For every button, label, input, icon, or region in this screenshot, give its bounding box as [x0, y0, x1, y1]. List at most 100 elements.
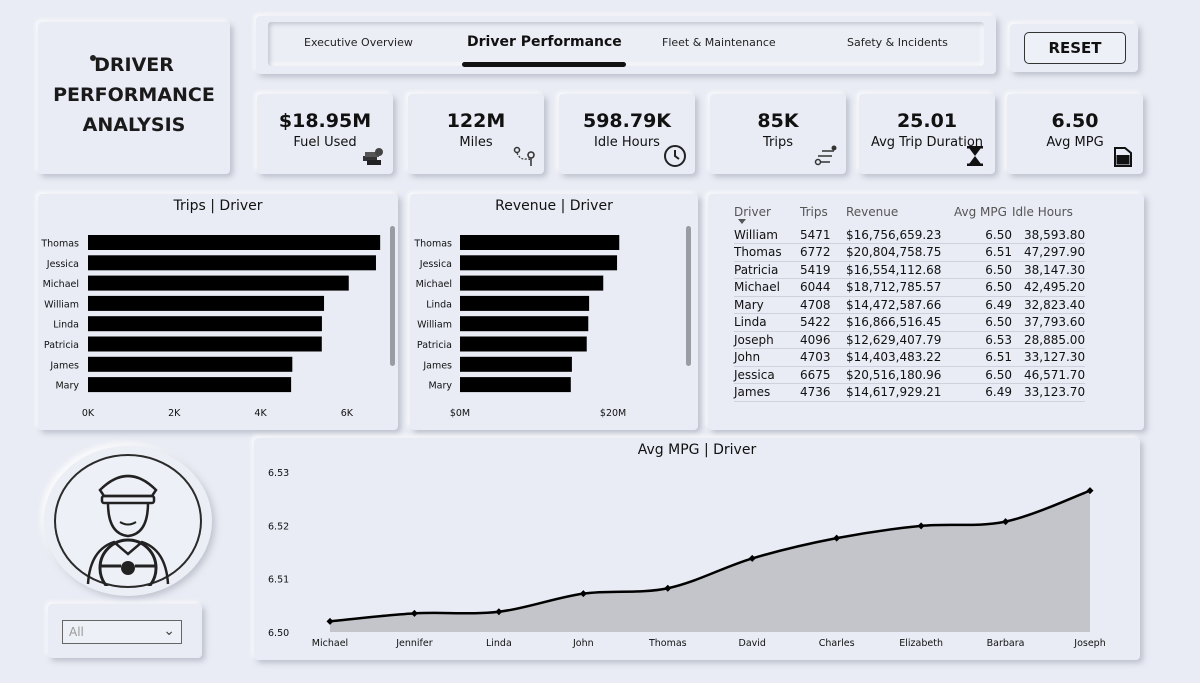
sort-down-icon[interactable]	[738, 219, 746, 224]
reset-button[interactable]: RESET	[1024, 32, 1126, 64]
data-point	[579, 590, 587, 598]
bar	[88, 255, 376, 271]
data-point	[495, 608, 503, 616]
data-point	[748, 554, 756, 562]
table-cell: 6.50	[954, 261, 1012, 279]
category-label: William	[417, 320, 452, 331]
table-row[interactable]: James 4736 $14,617,929.21 6.49 33,123.70	[734, 383, 1086, 402]
bar	[460, 336, 587, 352]
bar	[460, 295, 590, 311]
tab-safety-incidents[interactable]: Safety & Incidents	[847, 36, 948, 49]
y-tick-label: 6.51	[268, 575, 289, 586]
data-point	[410, 609, 418, 617]
table-cell: 46,571.70	[1012, 366, 1086, 384]
column-header[interactable]: Idle Hours	[1012, 205, 1073, 219]
table-cell: William	[734, 226, 800, 244]
table-row[interactable]: William 5471 $16,756,659.23 6.50 38,593.80	[734, 226, 1086, 244]
kpi-value: 122M	[446, 110, 506, 132]
column-header[interactable]: Driver	[734, 205, 771, 219]
tab-fleet-maintenance[interactable]: Fleet & Maintenance	[662, 36, 776, 49]
chart-title: Avg MPG | Driver	[637, 442, 757, 458]
table-cell: 4096	[800, 331, 846, 349]
x-tick-label: John	[572, 638, 594, 649]
column-header[interactable]: Revenue	[846, 205, 899, 219]
table-cell: 37,793.60	[1012, 313, 1086, 332]
category-label: Linda	[426, 299, 452, 310]
table-cell: 5471	[800, 226, 846, 244]
table-cell: $16,554,112.68	[846, 261, 954, 279]
kpi-label: Fuel Used	[293, 135, 357, 150]
bar	[460, 235, 620, 250]
x-tick-label: Linda	[486, 638, 512, 649]
data-point	[326, 617, 334, 625]
table-row[interactable]: John 4703 $14,403,483.22 6.51 33,127.30	[734, 348, 1086, 367]
category-label: Linda	[53, 320, 79, 331]
table-cell: Mary	[734, 296, 800, 314]
driver-avatar-icon	[86, 474, 170, 598]
table-header-row: Driver Trips Revenue Avg MPG Idle Hours	[734, 204, 1085, 226]
table-body: William 5471 $16,756,659.23 6.50 38,593.80 Th…	[734, 226, 1086, 402]
reset-card: RESET	[1010, 24, 1138, 72]
table-row[interactable]: Joseph 4096 $12,629,407.79 6.53 28,885.00	[734, 331, 1086, 349]
table-cell: 6675	[800, 366, 846, 384]
table-row[interactable]: Thomas 6772 $20,804,758.75 6.51 47,297.90	[734, 243, 1086, 262]
category-label: Michael	[43, 279, 79, 290]
nav-bar: Executive Overview Driver Performance Fl…	[256, 16, 996, 74]
scrollbar	[390, 226, 395, 366]
kpi-label: Trips	[762, 135, 793, 150]
data-point	[664, 584, 672, 592]
table-cell: 33,123.70	[1012, 383, 1086, 402]
column-header[interactable]: Avg MPG	[954, 205, 1007, 219]
table-row[interactable]: Michael 6044 $18,712,785.57 6.50 42,495.20	[734, 278, 1086, 297]
kpi-value: 6.50	[1051, 110, 1099, 132]
trips-bar-plot: Thomas Jessica Michael William Linda Patricia…	[40, 226, 395, 419]
kpi-miles: 122M Miles	[408, 94, 544, 174]
x-tick-label: Thomas	[648, 638, 687, 649]
x-tick-label: Elizabeth	[899, 638, 943, 649]
revenue-by-driver-chart: Revenue | Driver Thomas Jessica Michael Lin…	[410, 194, 698, 430]
series-line	[329, 489, 1091, 623]
table-cell: Patricia	[734, 261, 800, 279]
driver-slicer-card: All ⌄	[48, 604, 202, 658]
bullet-dot	[90, 55, 96, 61]
bar	[460, 356, 572, 372]
kpi-value: 25.01	[896, 110, 958, 132]
bar	[88, 356, 293, 372]
bar	[460, 255, 618, 271]
table-row[interactable]: Patricia 5419 $16,554,112.68 6.50 38,147.30	[734, 261, 1086, 279]
category-label: Thomas	[413, 239, 452, 250]
page-title-line: DRIVER	[94, 54, 174, 76]
kpi-fuel-used: $18.95M Fuel Used	[257, 94, 393, 174]
chevron-down-icon: ⌄	[163, 623, 175, 639]
bar	[88, 235, 381, 250]
data-point	[917, 522, 925, 530]
table-cell: 4708	[800, 296, 846, 314]
table-cell: 5419	[800, 261, 846, 279]
category-label: Jessica	[46, 259, 79, 270]
money-stack-icon	[363, 148, 383, 165]
column-header[interactable]: Trips	[800, 205, 828, 219]
table-cell: James	[734, 383, 800, 402]
table-cell: John	[734, 348, 800, 367]
category-label: Patricia	[44, 340, 79, 351]
table-row[interactable]: Linda 5422 $16,866,516.45 6.50 37,793.60	[734, 313, 1086, 332]
table-row[interactable]: Jessica 6675 $20,516,180.96 6.50 46,571.70	[734, 366, 1086, 384]
kpi-label: Idle Hours	[594, 135, 660, 150]
mpg-area-plot: 6.50 6.51 6.52 6.53 Michael Jennifer Linda John…	[268, 468, 1106, 649]
table-cell: 6.50	[954, 278, 1012, 297]
driver-slicer-dropdown[interactable]: All ⌄	[62, 620, 182, 644]
hourglass-icon	[967, 146, 983, 166]
data-point	[833, 534, 841, 542]
table-cell: $18,712,785.57	[846, 278, 954, 297]
kpi-value: $18.95M	[278, 110, 372, 132]
table-cell: 38,147.30	[1012, 261, 1086, 279]
x-tick-label: Barbara	[987, 638, 1025, 649]
y-tick-label: 6.52	[268, 521, 289, 532]
table-cell: 32,823.40	[1012, 296, 1086, 314]
kpi-label: Avg MPG	[1046, 135, 1104, 150]
title-card: DRIVER PERFORMANCE ANALYSIS	[38, 22, 230, 174]
table-row[interactable]: Mary 4708 $14,472,587.66 6.49 32,823.40	[734, 296, 1086, 314]
tab-executive-overview[interactable]: Executive Overview	[304, 36, 413, 49]
tab-driver-performance[interactable]: Driver Performance	[467, 34, 622, 50]
bar	[460, 316, 589, 332]
